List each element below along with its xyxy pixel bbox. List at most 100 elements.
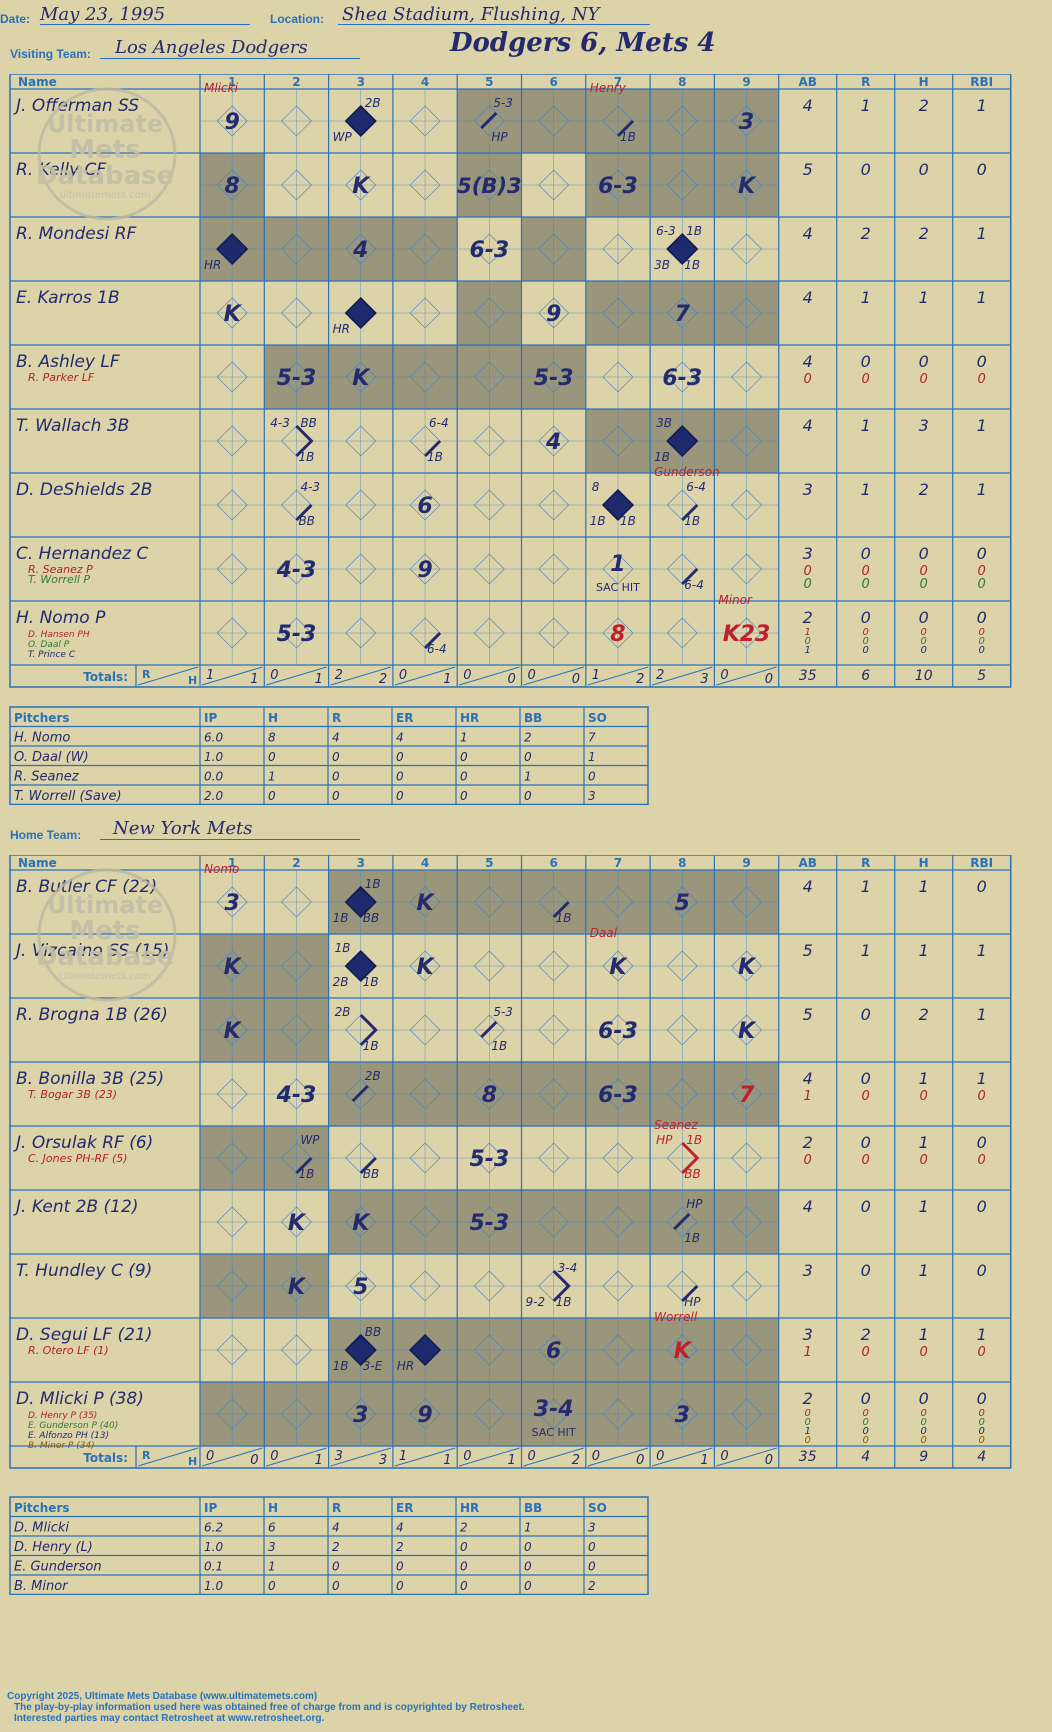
- play-annotation: 4-3: [270, 416, 290, 430]
- substitute-stat: 0: [979, 1435, 985, 1446]
- substitute-name: E. Gunderson P (40): [28, 1421, 118, 1431]
- pitcher-stat: 0: [268, 789, 276, 803]
- substitute-stat: 0: [978, 372, 986, 387]
- play-result: K23: [723, 622, 771, 647]
- pitcher-stat: 4: [396, 731, 404, 745]
- player-stat-r: 1: [861, 877, 871, 896]
- player-stat-r: 0: [861, 1197, 871, 1216]
- pitcher-stat: 6.0: [204, 731, 223, 745]
- play-annotation: 6-4: [684, 578, 704, 592]
- pitcher-stat: 3: [588, 1521, 596, 1535]
- runner-path: [616, 119, 635, 138]
- substitute-name: R. Otero LF (1): [28, 1344, 109, 1357]
- totals-hits-key: H: [188, 674, 197, 687]
- pitcher-stat: 1: [268, 770, 276, 784]
- player-stat-rbi: 1: [977, 1325, 987, 1344]
- stat-header-ab: AB: [798, 75, 816, 89]
- pitching-header-bb: BB: [524, 1501, 542, 1515]
- inning-runs: 1: [399, 1449, 407, 1464]
- substitute-stat: 0: [862, 577, 870, 592]
- pitcher-stat: 2: [524, 731, 532, 745]
- substitute-stat: 0: [804, 577, 812, 592]
- player-name: E. Karros 1B: [16, 288, 120, 308]
- substitute-stat: 0: [805, 1435, 811, 1446]
- inning-header-8: 8: [678, 856, 686, 870]
- player-stat-r: 1: [861, 941, 871, 960]
- pitcher-stat: 2: [588, 1579, 596, 1593]
- play-annotation: 8: [592, 480, 600, 494]
- inning-hits: 3: [379, 1453, 387, 1468]
- runner-path: [552, 1269, 571, 1303]
- play-annotation: 1B: [684, 1231, 700, 1245]
- play-annotation: 6-4: [429, 416, 449, 430]
- pitcher-stat: 0: [396, 1579, 404, 1593]
- play-annotation: 1B: [427, 450, 443, 464]
- pitcher-stat: 6.2: [204, 1521, 223, 1535]
- totals-key-slash: [137, 1447, 199, 1467]
- team-total-ab: 35: [799, 668, 817, 684]
- pitcher-stat: 8: [268, 731, 276, 745]
- substitute-stat: 0: [920, 1089, 928, 1104]
- play-result: 3: [224, 891, 239, 916]
- inning-hits: 1: [700, 1453, 708, 1468]
- play-annotation: 3B: [654, 258, 670, 272]
- team-total-rbi: 5: [977, 668, 986, 684]
- player-stat-h: 3: [919, 416, 929, 435]
- substitute-stat: 0: [863, 1417, 869, 1428]
- player-stat-ab: 4: [803, 288, 813, 307]
- player-stat-r: 0: [861, 608, 871, 627]
- inning-runs: 1: [592, 668, 600, 683]
- pitcher-name: D. Henry (L): [14, 1540, 93, 1555]
- player-stat-h: 1: [919, 1069, 929, 1088]
- pitcher-stat: 4: [396, 1521, 404, 1535]
- totals-runs-key: R: [142, 668, 151, 681]
- play-result: 5-3: [277, 622, 317, 647]
- player-stat-r: 0: [861, 352, 871, 371]
- scorecard-border: [9, 855, 1012, 1469]
- inning-hits: 0: [636, 1453, 644, 1468]
- play-result: 6-3: [469, 238, 509, 263]
- run-scored-diamond: [344, 296, 377, 330]
- inning-runs: 0: [463, 668, 471, 683]
- inning-header-2: 2: [292, 856, 300, 870]
- pitcher-name: T. Worrell (Save): [14, 789, 122, 804]
- inning-header-9: 9: [742, 856, 750, 870]
- substitute-name: D. Henry P (35): [28, 1411, 97, 1421]
- player-stat-r: 0: [861, 544, 871, 563]
- player-stat-r: 0: [861, 160, 871, 179]
- retrosheet-contact: Interested parties may contact Retroshee…: [14, 1713, 325, 1724]
- play-annotation: HR: [397, 1359, 414, 1373]
- inning-header-9: 9: [742, 75, 750, 89]
- player-name: H. Nomo P: [16, 608, 106, 628]
- player-name: B. Bonilla 3B (25): [16, 1069, 164, 1089]
- pitcher-stat: 0: [460, 1540, 468, 1554]
- run-scored-diamond: [344, 885, 377, 919]
- substitute-stat: 0: [921, 645, 927, 656]
- totals-runs-key: R: [142, 1449, 151, 1462]
- inning-hits: 2: [636, 672, 644, 687]
- player-stat-h: 2: [919, 480, 929, 499]
- player-stat-ab: 2: [803, 608, 813, 627]
- play-annotation: HP: [491, 130, 508, 144]
- substitute-stat: 1: [805, 1426, 811, 1437]
- pitcher-stat: 0: [332, 750, 340, 764]
- substitute-stat: 0: [862, 564, 870, 579]
- player-stat-h: 1: [919, 877, 929, 896]
- substitute-stat: 0: [863, 1408, 869, 1419]
- pitcher-stat: 0: [524, 750, 532, 764]
- substitute-stat: 0: [862, 1089, 870, 1104]
- player-stat-ab: 4: [803, 352, 813, 371]
- stat-header-h: H: [919, 75, 929, 89]
- play-annotation: 3-E: [363, 1359, 383, 1373]
- play-result: 8: [610, 622, 625, 647]
- inning-header-7: 7: [614, 75, 622, 89]
- player-stat-h: 1: [919, 1261, 929, 1280]
- player-name: T. Wallach 3B: [16, 416, 129, 436]
- pitcher-stat: 0: [396, 770, 404, 784]
- inning-runs: 2: [656, 668, 664, 683]
- player-stat-r: 1: [861, 288, 871, 307]
- substitute-stat: 0: [978, 577, 986, 592]
- play-annotation: 1B: [684, 514, 700, 528]
- play-annotation: 5-3: [493, 96, 513, 110]
- play-annotation: 9-2: [526, 1295, 546, 1309]
